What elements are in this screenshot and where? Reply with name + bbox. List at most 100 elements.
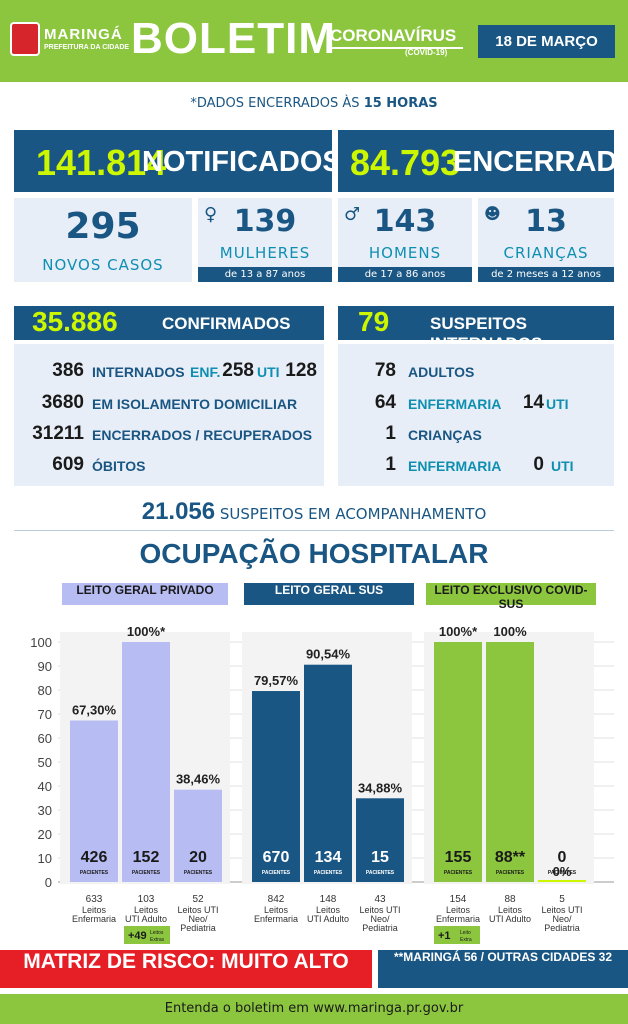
bar-category-label: Leitos UTI bbox=[359, 905, 400, 915]
bar-percent-label: 67,30% bbox=[72, 702, 117, 717]
bar-patients-label: PACIENTES bbox=[496, 870, 525, 876]
y-tick-label: 100 bbox=[30, 635, 52, 650]
women-label: MULHERES bbox=[219, 244, 311, 262]
y-tick-label: 50 bbox=[38, 755, 52, 770]
closed-label: ENCERRADOS bbox=[453, 146, 628, 178]
children-ward-label: ENFERMARIA bbox=[408, 458, 502, 474]
men-value: 143 bbox=[373, 204, 437, 239]
extra-beds-label: Leitos bbox=[150, 930, 164, 936]
suspects-value: 79 bbox=[358, 306, 390, 337]
bar-category-label: UTI Adulto bbox=[489, 914, 531, 924]
children-ward-count: 1 bbox=[385, 454, 396, 475]
bar bbox=[122, 642, 170, 882]
confirmed-panel: 386 INTERNADOS ENF. 258 UTI 128 3680 EM … bbox=[14, 344, 324, 486]
child-icon: ☻ bbox=[484, 204, 501, 223]
bar-category-label: Enfermaria bbox=[72, 914, 116, 924]
y-tick-label: 20 bbox=[38, 827, 52, 842]
y-tick-label: 0 bbox=[45, 875, 52, 890]
y-tick-label: 10 bbox=[38, 851, 52, 866]
org-name: MARINGÁ bbox=[44, 26, 123, 43]
bar-percent-label: 90,54% bbox=[306, 647, 351, 662]
topic-title: CORONAVÍRUS bbox=[330, 26, 457, 45]
bar-patients-value: 20 bbox=[189, 849, 207, 866]
deaths-count: 609 bbox=[52, 454, 84, 475]
women-ages: de 13 a 87 anos bbox=[198, 267, 332, 282]
bar-patients-label: PACIENTES bbox=[80, 870, 109, 876]
bar-percent-label: 79,57% bbox=[254, 673, 299, 688]
closed-banner: 84.793 ENCERRADOS bbox=[338, 130, 628, 192]
bar-category-label: Leitos bbox=[264, 905, 289, 915]
bar-patients-label: PACIENTES bbox=[184, 870, 213, 876]
bar-category-label: Neo/ bbox=[370, 914, 390, 924]
extra-beds-badge bbox=[124, 926, 170, 944]
bar-percent-label: 34,88% bbox=[358, 780, 403, 795]
men-card: ♂ 143 HOMENS de 17 a 86 anos bbox=[338, 198, 472, 282]
bar-patients-label: PACIENTES bbox=[444, 870, 473, 876]
notified-banner: 141.814 NOTIFICADOS bbox=[14, 130, 342, 192]
children-card: ☻ 13 CRIANÇAS de 2 meses a 12 anos bbox=[478, 198, 614, 282]
bar-patients-value: 670 bbox=[263, 849, 290, 866]
hospitalized-label: INTERNADOS bbox=[92, 364, 185, 380]
adults-icu-count: 14 bbox=[522, 392, 544, 413]
children-icu-label: UTI bbox=[551, 458, 574, 474]
bar-beds-value: 633 bbox=[86, 894, 103, 905]
isolation-label: EM ISOLAMENTO DOMICILIAR bbox=[92, 396, 298, 412]
bar-beds-value: 103 bbox=[138, 894, 155, 905]
extra-beds-value: +1 bbox=[438, 930, 451, 942]
children-hosp-label: CRIANÇAS bbox=[408, 427, 482, 443]
icu-label: UTI bbox=[257, 364, 280, 380]
group-header-sus: LEITO GERAL SUS bbox=[244, 583, 414, 605]
occupancy-title: OCUPAÇÃO HOSPITALAR bbox=[139, 538, 489, 569]
footer: Entenda o boletim em www.maringa.pr.gov.… bbox=[0, 994, 628, 1024]
notified-value: 141.814 bbox=[36, 142, 167, 183]
adults-icu-label: UTI bbox=[546, 396, 569, 412]
adults-ward-count: 64 bbox=[374, 392, 396, 413]
women-card: ♀ 139 MULHERES de 13 a 87 anos bbox=[198, 198, 332, 282]
confirmed-value: 35.886 bbox=[32, 306, 118, 337]
bar-beds-value: 88 bbox=[504, 894, 516, 905]
bar-percent-label: 100% bbox=[493, 624, 527, 639]
group-header-covid: LEITO EXCLUSIVO COVID-SUS bbox=[426, 583, 596, 611]
occupancy-chart: 010203040506070809010067,30%426PACIENTES… bbox=[30, 624, 614, 944]
topic-subtitle: (COVID-19) bbox=[405, 48, 448, 57]
bar-percent-label: 100%* bbox=[127, 624, 166, 639]
bar bbox=[356, 798, 404, 882]
city-logo bbox=[10, 22, 40, 56]
y-tick-label: 60 bbox=[38, 731, 52, 746]
y-tick-label: 70 bbox=[38, 707, 52, 722]
bulletin-date: 18 DE MARÇO bbox=[478, 25, 615, 58]
bar bbox=[486, 642, 534, 882]
bar-patients-label: PACIENTES bbox=[314, 870, 343, 876]
bar-patients-label: PACIENTES bbox=[366, 870, 395, 876]
closed-value: 84.793 bbox=[350, 142, 461, 183]
bar-beds-value: 43 bbox=[374, 894, 386, 905]
bar-category-label: UTI Adulto bbox=[125, 914, 167, 924]
bar-patients-value: 0 bbox=[558, 849, 567, 866]
y-tick-label: 80 bbox=[38, 683, 52, 698]
suspects-follow-value: 21.056 bbox=[141, 498, 216, 525]
bar-patients-value: 134 bbox=[315, 849, 342, 866]
bar-beds-value: 148 bbox=[320, 894, 337, 905]
divider bbox=[14, 530, 614, 531]
bar-beds-value: 154 bbox=[450, 894, 467, 905]
women-value: 139 bbox=[233, 204, 297, 239]
confirmed-label: CONFIRMADOS bbox=[162, 314, 291, 333]
suspects-follow: 21.056 SUSPEITOS EM ACOMPANHAMENTO bbox=[0, 498, 628, 526]
bar-category-label: Enfermaria bbox=[254, 914, 298, 924]
bar-category-label: Leitos bbox=[82, 905, 107, 915]
bar-patients-value: 155 bbox=[445, 849, 472, 866]
org-subtitle: PREFEITURA DA CIDADE bbox=[44, 44, 130, 51]
bar-patients-value: 152 bbox=[133, 849, 160, 866]
men-ages: de 17 a 86 anos bbox=[338, 267, 472, 282]
bar-category-label: UTI Adulto bbox=[307, 914, 349, 924]
bar-category-label: Pediatria bbox=[544, 923, 580, 933]
hospitalized-count: 386 bbox=[52, 360, 84, 381]
children-value: 13 bbox=[525, 204, 567, 239]
bar-category-label: Pediatria bbox=[180, 923, 216, 933]
extra-beds-value: +49 bbox=[128, 930, 147, 942]
children-ages: de 2 meses a 12 anos bbox=[478, 267, 614, 282]
cities-note: **MARINGÁ 56 / OUTRAS CIDADES 32 bbox=[378, 950, 628, 988]
isolation-count: 3680 bbox=[41, 392, 84, 413]
recovered-label: ENCERRADOS / RECUPERADOS bbox=[92, 427, 313, 443]
closed-note-prefix: *DADOS ENCERRADOS ÀS bbox=[190, 96, 364, 111]
